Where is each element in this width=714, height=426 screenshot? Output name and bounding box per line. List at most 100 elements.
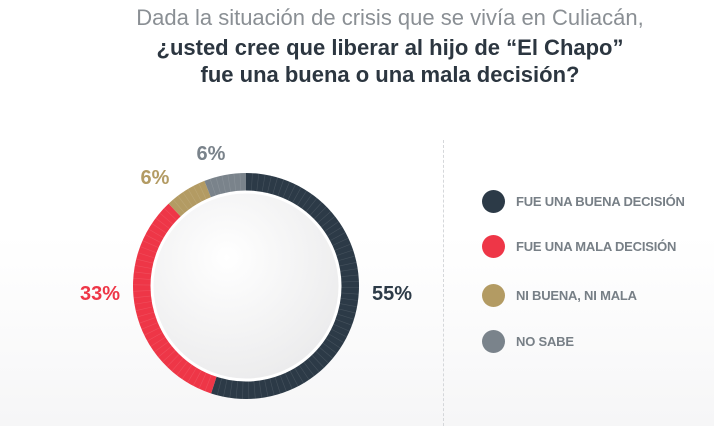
slice-stripe — [291, 187, 302, 205]
slice-stripe — [166, 352, 181, 367]
slice-stripe — [306, 357, 320, 373]
slice-stripe — [172, 199, 186, 215]
chart-title-line-3: fue una buena o una mala decisión? — [200, 62, 580, 87]
slice-stripe — [134, 265, 154, 270]
legend-item: NO SABE — [482, 329, 574, 353]
legend-label: NI BUENA, NI MALA — [516, 287, 637, 303]
slice-stripe — [334, 318, 353, 326]
donut-slice-2 — [168, 180, 212, 218]
slice-stripe — [266, 175, 272, 195]
slice-stripe — [316, 211, 332, 225]
donut-slice-1 — [133, 203, 217, 394]
slice-stripe — [256, 173, 260, 193]
slice-stripe — [296, 190, 307, 207]
slice-stripe — [321, 341, 337, 354]
slice-stripe — [159, 212, 175, 226]
slice-stripe — [139, 316, 158, 324]
slice-stripe — [319, 216, 336, 229]
slice-stripe — [338, 268, 358, 272]
slice-stripe — [314, 349, 329, 364]
slice-stripe — [133, 278, 153, 280]
chart-title-line-2: ¿usted cree que liberar al hijo de “El C… — [156, 35, 624, 60]
slice-stripe — [289, 369, 299, 387]
slice-stripe — [145, 234, 163, 244]
slice-stripe — [337, 262, 357, 267]
legend-item: NI BUENA, NI MALA — [482, 283, 637, 307]
slice-stripe — [223, 378, 228, 397]
legend-swatch — [482, 329, 505, 353]
slice-stripe — [284, 371, 293, 390]
slice-stripe — [215, 176, 222, 196]
data-label-1: 33% — [80, 283, 120, 305]
slice-stripe — [263, 378, 269, 397]
slice-stripe — [339, 281, 359, 283]
slice-stripe — [150, 336, 167, 347]
slice-stripe — [204, 373, 213, 392]
slice-stripe — [271, 177, 278, 196]
slice-stripe — [324, 337, 341, 349]
slice-stripe — [325, 226, 343, 238]
slice-stripe — [192, 368, 203, 387]
donut-hole — [150, 190, 342, 382]
slice-stripe — [251, 173, 253, 193]
slice-stripe — [142, 240, 161, 249]
slice-stripe — [328, 232, 346, 242]
slice-stripe — [298, 363, 310, 380]
slice-stripe — [336, 255, 356, 262]
slice-stripe — [333, 243, 352, 252]
slice-stripe — [339, 297, 359, 301]
slice-stripe — [293, 366, 304, 384]
slice-stripe — [277, 179, 284, 198]
slice-stripe — [182, 192, 194, 209]
slice-stripe — [239, 173, 242, 193]
slice-stripe — [171, 356, 185, 372]
slice-stripe — [339, 292, 359, 295]
slice-stripe — [176, 360, 189, 376]
slice-stripe — [235, 379, 239, 399]
slice-stripe — [133, 290, 153, 292]
slice-stripe — [279, 373, 287, 392]
slice-stripe — [329, 328, 347, 338]
slice-stripe — [198, 371, 208, 389]
slice-stripe — [338, 303, 358, 308]
slice-stripe — [157, 344, 174, 358]
slice-stripe — [312, 206, 327, 221]
slice-stripe — [137, 311, 156, 318]
slice-stripe — [300, 194, 313, 210]
data-label-3: 6% — [197, 143, 226, 165]
slice-stripe — [331, 237, 349, 247]
slice-stripe — [209, 178, 217, 197]
slice-stripe — [304, 197, 318, 214]
slice-stripe — [187, 366, 198, 383]
data-label-0: 55% — [372, 283, 412, 305]
slice-stripe — [229, 378, 233, 398]
legend-swatch — [482, 283, 505, 307]
slice-stripe — [148, 228, 165, 239]
slice-stripe — [155, 217, 172, 230]
legend-label: FUE UNA BUENA DECISIÓN — [516, 193, 685, 209]
donut-chart: 55% 33% 6% 6% — [80, 143, 412, 400]
slice-stripe — [163, 207, 179, 222]
slice-stripe — [139, 246, 159, 254]
slice-stripe — [261, 174, 266, 194]
slice-stripe — [187, 188, 199, 206]
slice-stripe — [334, 249, 354, 257]
slice-stripe — [317, 345, 333, 359]
legend-item: FUE UNA BUENA DECISIÓN — [482, 189, 685, 213]
data-label-2: 6% — [141, 167, 170, 189]
slice-stripe — [269, 376, 275, 396]
slice-stripe — [141, 321, 160, 330]
slice-stripe — [335, 313, 355, 320]
slice-stripe — [162, 349, 177, 363]
slice-stripe — [242, 379, 244, 399]
slice-stripe — [337, 308, 356, 314]
slice-stripe — [332, 323, 350, 332]
slice-stripe — [177, 195, 190, 212]
slice-stripe — [310, 353, 325, 368]
slice-stripe — [308, 202, 323, 217]
slice-stripe — [133, 271, 153, 275]
slice-stripe — [198, 183, 208, 201]
slice-stripe — [274, 375, 281, 394]
chart-title-line-1: Dada la situación de crisis que se vivía… — [136, 5, 644, 30]
slice-stripe — [253, 379, 256, 399]
